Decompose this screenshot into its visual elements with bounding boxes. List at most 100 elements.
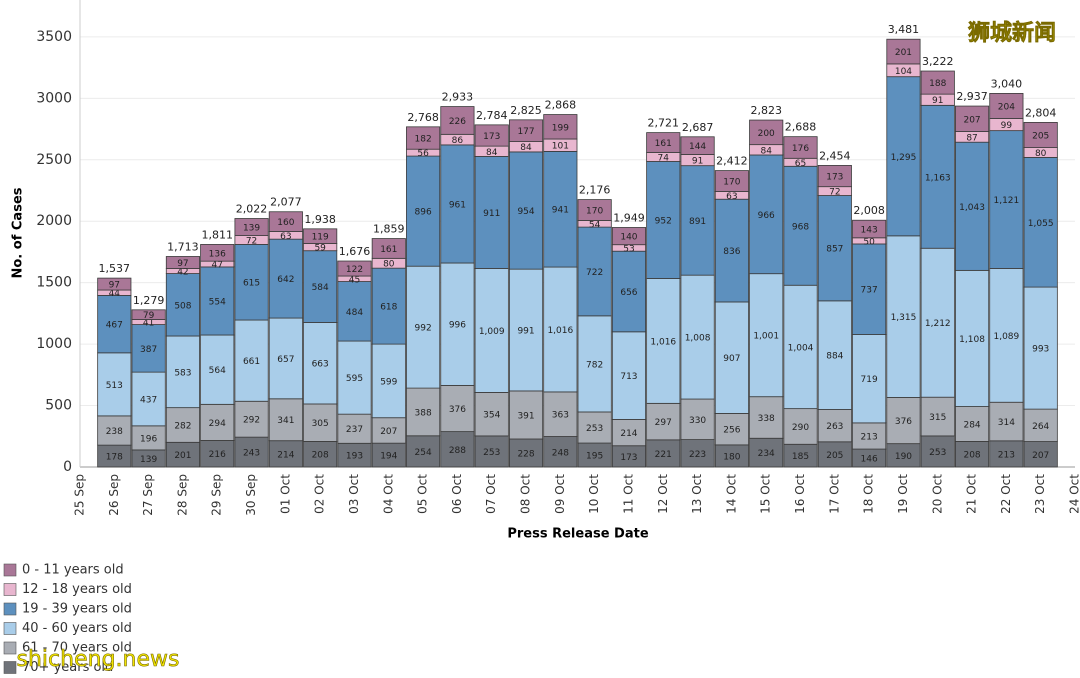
segment-label: 991 [517,327,534,337]
bar-segment [989,268,1024,403]
bar-segment [749,119,784,146]
segment-label: 234 [758,449,775,459]
segment-label: 961 [449,200,466,210]
bar-segment [577,315,612,413]
segment-label: 176 [792,144,809,154]
watermark: 狮城新闻 [968,20,1056,46]
total-label: 2,008 [853,204,885,217]
segment-label: 1,016 [650,337,676,347]
x-tick-label: 10 Oct [587,474,601,514]
segment-label: 194 [380,452,397,462]
x-tick-label: 06 Oct [450,474,464,514]
segment-label: 173 [483,132,500,142]
bar-segment [474,392,509,437]
bar-segment [611,419,647,447]
total-label: 2,768 [407,111,439,124]
legend-label: 19 - 39 years old [22,602,132,617]
segment-label: 996 [449,321,466,331]
bar-segment [680,398,715,440]
segment-label: 1,212 [925,319,951,329]
segment-label: 170 [723,178,740,188]
bar-segment [337,260,372,277]
total-label: 3,222 [922,55,954,68]
segment-label: 221 [655,450,672,460]
bar-segment [406,435,441,468]
total-label: 2,804 [1025,106,1057,119]
x-tick-label: 24 Oct [1068,474,1080,514]
bar-segment [989,130,1024,269]
bar-segment [165,441,200,468]
bar-segment [406,387,441,437]
segment-label: 376 [895,417,912,427]
segment-label: 207 [1032,451,1049,461]
bar-segment [817,409,852,443]
bar-segment [955,406,990,442]
x-tick-label: 01 Oct [278,474,292,514]
bar-segment [1023,157,1058,288]
legend-swatch [3,641,17,655]
segment-label: 87 [966,133,977,143]
x-tick-label: 30 Sep [244,474,258,516]
segment-label: 80 [383,260,395,270]
bar-segment [97,277,132,291]
segment-label: 642 [277,275,294,285]
segment-label: 1,001 [753,332,779,342]
bar-segment [97,352,132,417]
x-tick-label: 04 Oct [381,474,395,514]
bar-segment [371,417,406,444]
segment-label: 91 [932,96,943,106]
bar-segment [749,437,784,468]
segment-label: 896 [415,208,432,218]
bar-segment [852,219,887,239]
segment-label: 993 [1032,345,1049,355]
segment-label: 1,009 [479,327,505,337]
x-tick-label: 17 Oct [827,474,841,514]
bar-segment [543,391,578,437]
segment-label: 1,315 [891,313,917,323]
x-tick-label: 05 Oct [416,474,430,514]
bar-segment [440,144,475,264]
bar-segment [955,441,990,468]
total-label: 2,454 [819,149,851,162]
segment-label: 84 [760,146,772,156]
segment-label: 45 [349,275,360,285]
segment-label: 911 [483,209,500,219]
bar-segment [783,408,818,445]
x-tick-label: 20 Oct [930,474,944,514]
segment-label: 263 [826,422,843,432]
bar-segment [852,422,887,450]
segment-label: 42 [177,267,188,277]
segment-label: 91 [692,157,703,167]
x-tick-label: 25 Sep [73,474,87,516]
segment-label: 238 [106,427,123,437]
segment-label: 56 [417,149,429,159]
bar-segment [680,439,715,468]
x-tick-label: 11 Oct [621,474,635,514]
segment-label: 941 [552,206,569,216]
segment-label: 508 [174,301,191,311]
segment-label: 200 [758,129,775,139]
segment-label: 1,008 [685,334,711,344]
y-tick-label: 1500 [36,275,72,291]
bar-segment [1023,408,1058,442]
bar-segment [440,384,475,433]
bar-segment [783,165,818,286]
bar-segment [303,441,338,468]
legend-label: 0 - 11 years old [22,563,124,578]
bar-segment [234,400,269,438]
bar-segment [440,262,475,386]
bar-segment [680,274,715,400]
total-label: 1,676 [339,245,371,258]
bar-segment [989,93,1024,119]
bar-segment [543,114,578,140]
bar-segment [131,371,166,427]
x-axis-title: Press Release Date [507,527,648,542]
bar-segment [1023,122,1058,148]
bar-segment [165,407,200,443]
bar-segment [646,132,681,153]
bar-segment [337,281,372,342]
segment-label: 214 [620,429,637,439]
x-tick-label: 14 Oct [724,474,738,514]
segment-label: 387 [140,345,157,355]
